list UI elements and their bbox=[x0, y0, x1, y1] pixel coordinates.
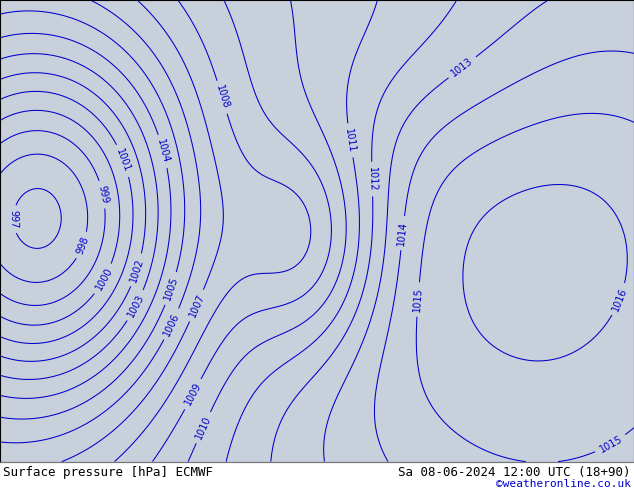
Text: Sa 08-06-2024 12:00 UTC (18+90): Sa 08-06-2024 12:00 UTC (18+90) bbox=[398, 466, 631, 479]
Text: 1011: 1011 bbox=[344, 127, 357, 153]
Text: 1016: 1016 bbox=[611, 286, 629, 313]
Text: 1007: 1007 bbox=[187, 293, 206, 319]
Text: 997: 997 bbox=[8, 210, 18, 228]
Text: 1004: 1004 bbox=[155, 138, 171, 165]
Text: 1009: 1009 bbox=[183, 381, 203, 407]
Text: 1014: 1014 bbox=[396, 220, 409, 246]
Text: 1001: 1001 bbox=[115, 147, 133, 174]
Text: 1000: 1000 bbox=[94, 266, 114, 293]
Text: 1012: 1012 bbox=[367, 167, 377, 192]
Text: 999: 999 bbox=[96, 185, 110, 204]
Text: 1013: 1013 bbox=[450, 56, 475, 79]
Text: 1008: 1008 bbox=[214, 84, 230, 110]
Text: 1006: 1006 bbox=[162, 311, 181, 338]
Text: 1003: 1003 bbox=[126, 293, 146, 319]
Text: 1002: 1002 bbox=[128, 257, 145, 283]
Text: 1015: 1015 bbox=[597, 434, 624, 454]
Text: ©weatheronline.co.uk: ©weatheronline.co.uk bbox=[496, 479, 631, 489]
Text: Surface pressure [hPa] ECMWF: Surface pressure [hPa] ECMWF bbox=[3, 466, 213, 479]
Text: 1010: 1010 bbox=[193, 415, 213, 441]
Text: 998: 998 bbox=[75, 235, 91, 256]
Text: 1015: 1015 bbox=[412, 287, 424, 312]
Text: 1005: 1005 bbox=[162, 275, 180, 302]
